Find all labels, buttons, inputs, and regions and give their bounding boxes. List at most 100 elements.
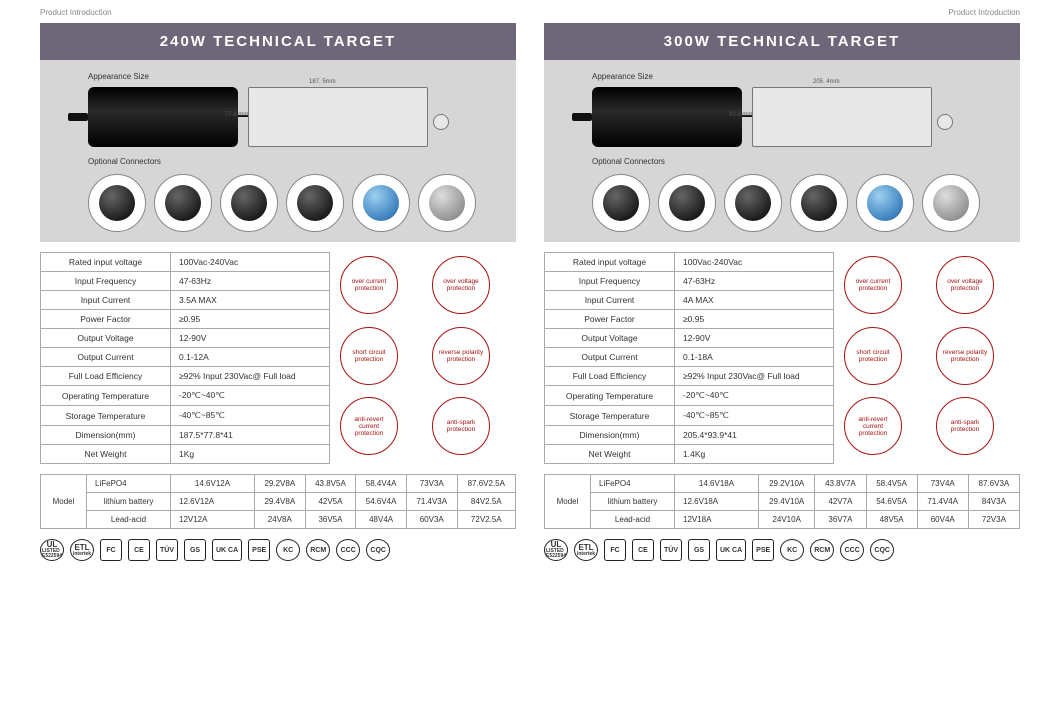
connector-inner — [867, 185, 903, 221]
table-row: Power Factor≥0.95 — [545, 310, 834, 329]
cert-badge: UK CA — [212, 539, 242, 561]
cert-badge: ETLIntertek — [574, 539, 598, 561]
model-value: 58.4V4A — [356, 475, 407, 493]
title-bar: 240W TECHNICAL TARGET — [40, 23, 516, 60]
dimension-height: 93.9 mm — [729, 112, 752, 118]
table-row: Full Load Efficiency≥92% Input 230Vac@ F… — [545, 367, 834, 386]
table-row: Full Load Efficiency≥92% Input 230Vac@ F… — [41, 367, 330, 386]
model-value: 54.6V5A — [866, 493, 917, 511]
model-label: Model — [41, 475, 87, 529]
adapter-schematic: 205. 4mm93.9 mm — [752, 87, 932, 147]
cert-badge: UK CA — [716, 539, 746, 561]
model-value: 24V8A — [255, 511, 306, 529]
spec-value: -40℃~85℃ — [675, 406, 834, 426]
connector-icon — [88, 174, 146, 232]
header-label: Product Introduction — [544, 8, 1020, 17]
page-wrap: Product Introduction 240W TECHNICAL TARGE… — [0, 0, 1060, 561]
spec-name: Storage Temperature — [545, 406, 675, 426]
spec-value: -40℃~85℃ — [171, 406, 330, 426]
table-row: lithium battery12.6V12A29.4V8A42V5A54.6V… — [41, 493, 516, 511]
table-row: Output Voltage12-90V — [41, 329, 330, 348]
appearance-row: 187. 5mm77.8 mm — [54, 87, 502, 147]
protection-badge: over current protection — [340, 256, 398, 314]
protection-badge: reverse polarity protection — [432, 327, 490, 385]
model-value: 42V5A — [305, 493, 356, 511]
protection-badge: short circuit protection — [844, 327, 902, 385]
protection-badge: anti-revert current protection — [340, 397, 398, 455]
connector-icon — [592, 174, 650, 232]
spec-name: Output Voltage — [41, 329, 171, 348]
connector-inner — [801, 185, 837, 221]
model-type: lithium battery — [87, 493, 171, 511]
model-value: 42V7A — [815, 493, 866, 511]
cert-badge: RCM — [810, 539, 834, 561]
connector-icon — [352, 174, 410, 232]
model-value: 58.4V5A — [866, 475, 917, 493]
spec-name: Power Factor — [545, 310, 675, 329]
spec-value: 1Kg — [171, 445, 330, 464]
cert-badge: PSE — [752, 539, 774, 561]
spec-name: Rated input voltage — [41, 253, 171, 272]
model-value: 84V2.5A — [457, 493, 515, 511]
connector-icon — [856, 174, 914, 232]
spec-name: Operating Temperature — [545, 386, 675, 406]
connector-icon — [418, 174, 476, 232]
cert-badge: GS — [184, 539, 206, 561]
spec-name: Output Current — [41, 348, 171, 367]
spec-sheet: Product Introduction240W TECHNICAL TARGE… — [40, 8, 516, 561]
connector-icon — [922, 174, 980, 232]
dimension-width: 187. 5mm — [309, 79, 336, 85]
adapter-photo — [592, 87, 742, 147]
model-value: 60V4A — [917, 511, 968, 529]
cert-badge: FC — [604, 539, 626, 561]
title-bar: 300W TECHNICAL TARGET — [544, 23, 1020, 60]
connector-inner — [297, 185, 333, 221]
mid-row: Rated input voltage100Vac-240VacInput Fr… — [544, 252, 1020, 464]
appearance-label: Appearance Size — [88, 72, 502, 81]
model-value: 48V5A — [866, 511, 917, 529]
spec-value: 100Vac-240Vac — [675, 253, 834, 272]
model-value: 87.6V2.5A — [457, 475, 515, 493]
appearance-box: Appearance Size187. 5mm77.8 mmOptional C… — [40, 60, 516, 242]
model-value: 29.2V8A — [255, 475, 306, 493]
model-value: 29.4V10A — [759, 493, 815, 511]
protection-badge: anti-spark protection — [432, 397, 490, 455]
connectors-row — [558, 174, 1006, 232]
model-value: 36V5A — [305, 511, 356, 529]
spec-name: Full Load Efficiency — [545, 367, 675, 386]
cert-badge: CCC — [336, 539, 360, 561]
model-value: 73V4A — [917, 475, 968, 493]
model-value: 54.6V4A — [356, 493, 407, 511]
protection-badge: short circuit protection — [340, 327, 398, 385]
cert-badge: KC — [276, 539, 300, 561]
dimension-width: 205. 4mm — [813, 79, 840, 85]
spec-table: Rated input voltage100Vac-240VacInput Fr… — [544, 252, 834, 464]
cert-subtext: Intertek — [73, 552, 91, 557]
connector-inner — [669, 185, 705, 221]
table-row: Operating Temperature-20℃~40℃ — [41, 386, 330, 406]
model-value: 72V3A — [968, 511, 1019, 529]
table-row: Input Frequency47-63Hz — [41, 272, 330, 291]
connector-inner — [363, 185, 399, 221]
table-row: Rated input voltage100Vac-240Vac — [41, 253, 330, 272]
spec-value: ≥0.95 — [675, 310, 834, 329]
protection-badge: over voltage protection — [936, 256, 994, 314]
cert-subtext: LISTED E522594 — [42, 549, 62, 559]
cert-badge: PSE — [248, 539, 270, 561]
table-row: Storage Temperature-40℃~85℃ — [41, 406, 330, 426]
model-value: 12V18A — [675, 511, 759, 529]
model-type: Lead-acid — [87, 511, 171, 529]
spec-name: Input Frequency — [545, 272, 675, 291]
spec-name: Rated input voltage — [545, 253, 675, 272]
model-value: 12.6V18A — [675, 493, 759, 511]
model-value: 73V3A — [406, 475, 457, 493]
table-row: Rated input voltage100Vac-240Vac — [545, 253, 834, 272]
spec-name: Output Current — [545, 348, 675, 367]
model-table: ModelLiFePO414.6V18A29.2V10A43.8V7A58.4V… — [544, 474, 1020, 529]
spec-value: 205.4*93.9*41 — [675, 426, 834, 445]
model-type: LiFePO4 — [87, 475, 171, 493]
model-value: 36V7A — [815, 511, 866, 529]
model-value: 29.2V10A — [759, 475, 815, 493]
connector-icon — [286, 174, 344, 232]
protection-grid: over current protectionover voltage prot… — [340, 252, 516, 464]
